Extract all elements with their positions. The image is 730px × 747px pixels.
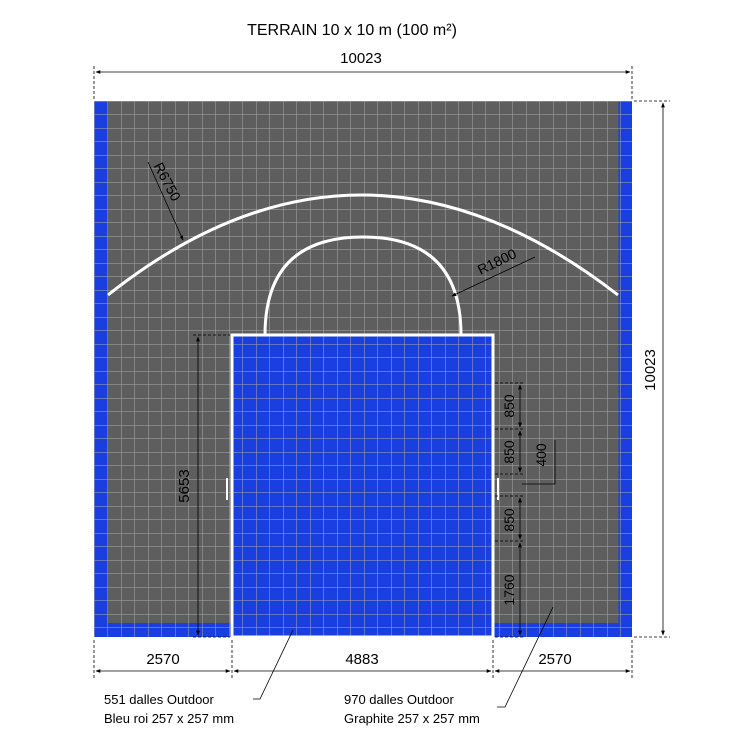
right-margin-label: 2570: [538, 651, 571, 668]
key-height-label: 5653: [176, 469, 193, 502]
spacing-2-label: 850: [501, 440, 517, 464]
tile-grid: [94, 101, 632, 637]
key-outline: [230, 333, 495, 639]
spacing-gap-label: 400: [533, 443, 549, 467]
left-margin-label: 2570: [146, 651, 179, 668]
free-throw-arc: [263, 235, 463, 336]
court-lines: [107, 193, 619, 639]
key-width-label: 4883: [345, 651, 378, 668]
blue-tiles-spec: Bleu roi 257 x 257 mm: [104, 711, 234, 726]
blue-tiles-count: 551 dalles Outdoor: [104, 692, 215, 707]
court-surface: [94, 101, 632, 637]
dimension-lines: [93, 66, 670, 708]
spacing-1-label: 850: [501, 394, 517, 418]
overall-height-label: 10023: [642, 349, 659, 391]
spacing-3-label: 850: [501, 508, 517, 532]
graphite-tiles-count: 970 dalles Outdoor: [344, 692, 455, 707]
three-point-arc: [107, 193, 619, 297]
bottom-distance-label: 1760: [501, 574, 517, 605]
graphite-tiles-spec: Graphite 257 x 257 mm: [344, 711, 480, 726]
diagram-title: TERRAIN 10 x 10 m (100 m²): [247, 22, 457, 39]
legend: 551 dalles Outdoor Bleu roi 257 x 257 mm…: [104, 692, 480, 726]
overall-width-label: 10023: [340, 50, 382, 67]
